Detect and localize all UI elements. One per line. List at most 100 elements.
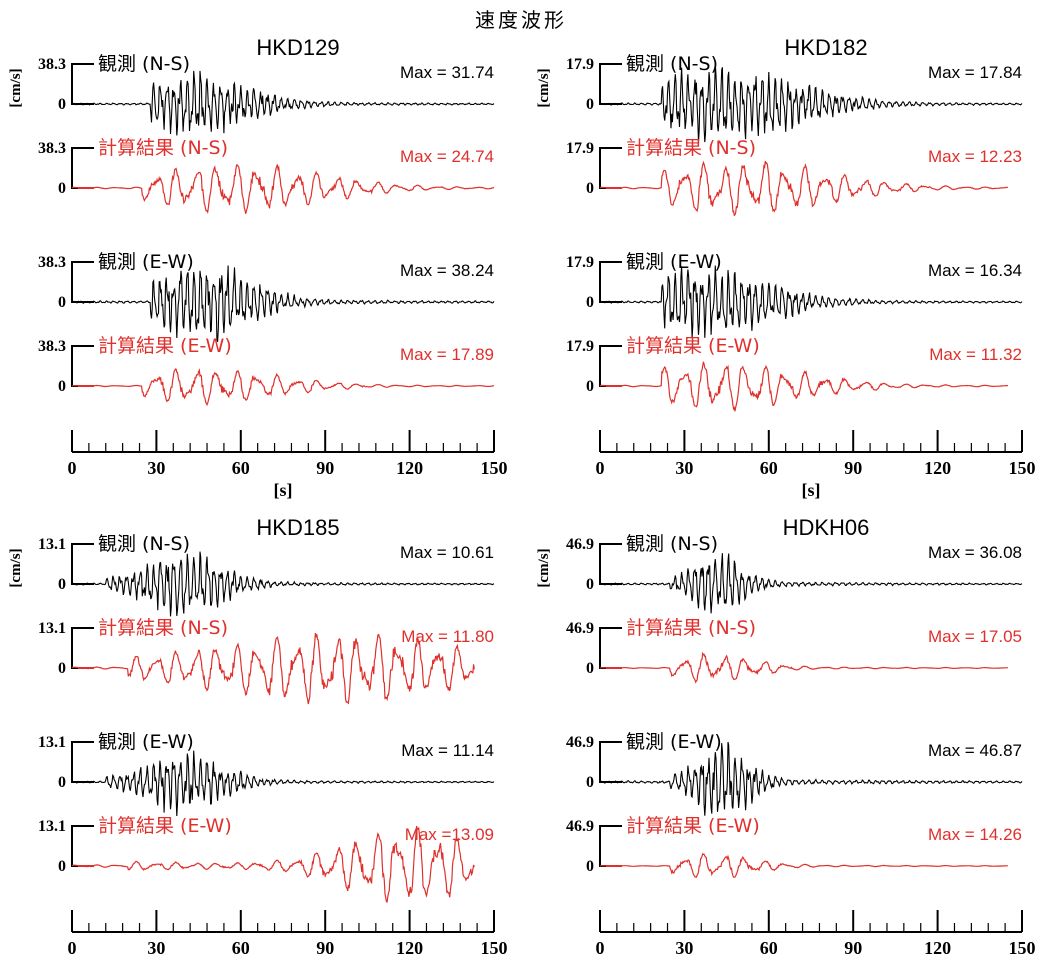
max-label: Max = 16.34 [928, 261, 1022, 280]
zero-label: 0 [586, 774, 594, 791]
max-label: Max = 17.84 [928, 63, 1022, 82]
x-tick-label: 0 [68, 458, 77, 478]
max-label: Max = 36.08 [928, 543, 1022, 562]
max-label: Max =13.09 [405, 825, 494, 844]
trace-label: 計算結果 (E-W) [98, 335, 232, 357]
x-tick-label: 0 [596, 938, 605, 954]
trace-3: 46.9 0 観測 (E-W) Max = 46.87 [566, 731, 1023, 816]
scale-value-label: 38.3 [38, 338, 66, 355]
scale-value-label: 46.9 [566, 818, 594, 835]
trace-label: 計算結果 (N-S) [626, 617, 756, 639]
scale-bracket [599, 741, 622, 783]
scale-value-label: 38.3 [38, 140, 66, 157]
trace-3: 17.9 0 観測 (E-W) Max = 16.34 [566, 251, 1023, 338]
x-tick-label: 120 [396, 458, 423, 478]
trace-4: 46.9 0 計算結果 (E-W) Max = 14.26 [566, 815, 1022, 878]
scale-bracket [71, 627, 94, 669]
scale-value-label: 38.3 [38, 254, 66, 271]
x-tick-label: 60 [760, 458, 778, 478]
max-label: Max = 10.61 [400, 543, 494, 562]
zero-label: 0 [58, 774, 66, 791]
waveform-line [599, 265, 1023, 338]
x-tick-label: 120 [924, 938, 951, 954]
trace-label: 観測 (N-S) [98, 533, 190, 555]
scale-value-label: 17.9 [566, 338, 594, 355]
waveform-line [72, 551, 495, 617]
scale-value-label: 17.9 [566, 140, 594, 157]
scale-bracket [71, 543, 94, 585]
trace-2: 13.1 0 計算結果 (N-S) Max = 11.80 [38, 617, 494, 705]
page-title: 速度波形 [475, 8, 567, 32]
scale-bracket [599, 543, 622, 585]
scale-value-label: 17.9 [566, 56, 594, 73]
x-tick-label: 30 [147, 938, 165, 954]
x-axis-label: [s] [802, 480, 821, 500]
trace-2: 17.9 0 計算結果 (N-S) Max = 12.23 [566, 137, 1022, 217]
x-tick-label: 150 [481, 938, 508, 954]
station-title: HDKH06 [783, 515, 870, 540]
trace-label: 計算結果 (E-W) [98, 815, 232, 837]
trace-2: 38.3 0 計算結果 (N-S) Max = 24.74 [38, 137, 495, 214]
x-tick-label: 30 [675, 458, 693, 478]
zero-label: 0 [586, 294, 594, 311]
scale-value-label: 46.9 [566, 536, 594, 553]
zero-label: 0 [58, 96, 66, 113]
max-label: Max = 14.26 [928, 825, 1022, 844]
x-tick-label: 30 [675, 938, 693, 954]
trace-label: 観測 (E-W) [626, 251, 722, 273]
zero-label: 0 [586, 576, 594, 593]
zero-label: 0 [586, 378, 594, 395]
x-tick-label: 150 [1009, 938, 1036, 954]
waveform-line [71, 633, 475, 705]
y-unit-label: [cm/s] [536, 548, 552, 587]
max-label: Max = 11.32 [929, 345, 1022, 364]
scale-bracket [599, 627, 622, 669]
max-label: Max = 12.23 [928, 147, 1022, 166]
scale-value-label: 17.9 [566, 254, 594, 271]
trace-1: 17.9 0 観測 (N-S) Max = 17.84 [566, 53, 1023, 143]
scale-bracket [599, 147, 622, 189]
max-label: Max = 17.89 [400, 345, 494, 364]
waveform-line [599, 361, 1008, 412]
scale-value-label: 13.1 [38, 536, 66, 553]
waveform-line [600, 651, 1008, 684]
y-unit-label: [cm/s] [8, 548, 24, 587]
scale-bracket [599, 63, 622, 105]
waveform-line [71, 368, 495, 407]
zero-label: 0 [58, 576, 66, 593]
station-title: HKD129 [256, 35, 339, 60]
x-tick-label: 120 [924, 458, 951, 478]
x-axis-label: [s] [274, 480, 293, 500]
zero-label: 0 [586, 180, 594, 197]
trace-3: 13.1 0 観測 (E-W) Max = 11.14 [38, 731, 495, 817]
scale-bracket [71, 261, 94, 303]
scale-bracket [599, 261, 622, 303]
scale-bracket [71, 345, 94, 387]
trace-2: 46.9 0 計算結果 (N-S) Max = 17.05 [566, 617, 1022, 684]
scale-value-label: 38.3 [38, 56, 66, 73]
trace-1: 46.9 0 観測 (N-S) Max = 36.08 [566, 533, 1023, 614]
waveform-line [599, 741, 1023, 816]
waveform-line [599, 553, 1023, 614]
max-label: Max = 11.14 [401, 741, 494, 760]
zero-label: 0 [58, 660, 66, 677]
y-unit-label: [cm/s] [536, 68, 552, 107]
trace-1: 13.1 0 観測 (N-S) Max = 10.61 [38, 533, 495, 617]
trace-label: 計算結果 (E-W) [626, 335, 760, 357]
waveform-line [599, 64, 1023, 143]
waveform-line [599, 160, 1008, 217]
trace-label: 観測 (N-S) [626, 53, 718, 75]
zero-label: 0 [58, 378, 66, 395]
station-title: HKD182 [784, 35, 867, 60]
trace-label: 計算結果 (E-W) [626, 815, 760, 837]
x-tick-label: 90 [844, 458, 862, 478]
scale-value-label: 13.1 [38, 734, 66, 751]
x-tick-label: 120 [396, 938, 423, 954]
waveform-line [600, 852, 1008, 878]
trace-label: 観測 (N-S) [98, 53, 190, 75]
zero-label: 0 [58, 180, 66, 197]
